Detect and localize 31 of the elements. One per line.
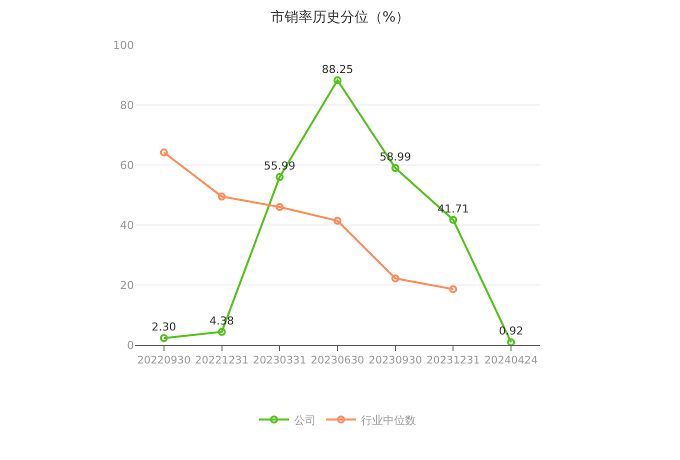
- point: [334, 216, 342, 225]
- point: [507, 338, 516, 346]
- y-tick-label: 40: [120, 218, 134, 232]
- y-tick-label: 80: [120, 98, 134, 112]
- legend-label: 行业中位数: [361, 414, 416, 427]
- x-tick-label: 20230331: [252, 354, 306, 367]
- point: [334, 76, 342, 84]
- x-tick-label: 20231231: [426, 354, 480, 367]
- x-tick-label: 20230630: [310, 354, 364, 367]
- y-tick-label: 20: [120, 278, 134, 292]
- chart-title: 市销率历史分位（%）: [270, 9, 410, 26]
- point: [391, 274, 400, 282]
- x-tick-label: 20240424: [484, 354, 538, 367]
- x-tick-label: 20230930: [368, 354, 422, 367]
- point: [218, 192, 226, 200]
- legend-label: 公司: [294, 414, 316, 427]
- point: [391, 164, 400, 172]
- x-tick-label: 20220930: [137, 354, 191, 367]
- y-tick-label: 60: [120, 158, 134, 172]
- point: [276, 173, 284, 182]
- y-tick-label: 100: [113, 38, 134, 52]
- point: [160, 148, 168, 156]
- point: [160, 334, 168, 342]
- data-label: 88.25: [322, 62, 354, 76]
- x-tick-label: 20221231: [195, 354, 249, 367]
- point: [449, 216, 458, 224]
- point: [218, 328, 226, 336]
- y-tick-label: 0: [127, 338, 134, 352]
- data-label: 2.30: [152, 320, 176, 334]
- point: [276, 203, 284, 211]
- point: [449, 285, 458, 294]
